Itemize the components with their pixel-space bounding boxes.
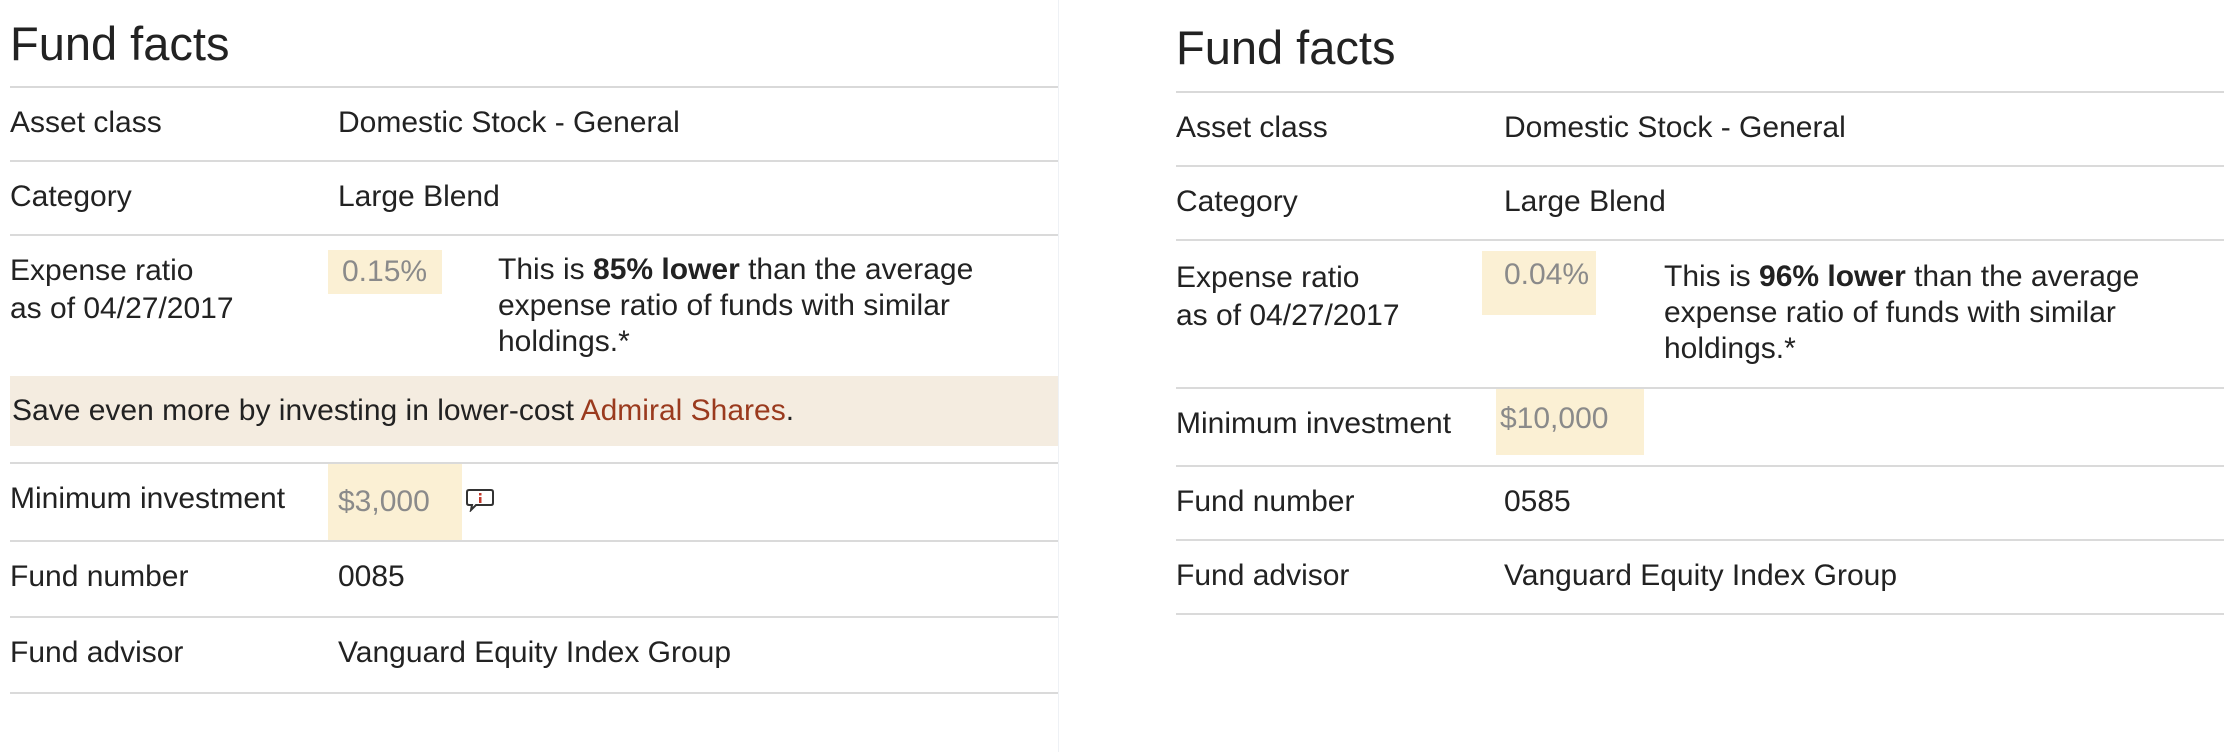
panel-title: Fund facts [1176,0,2224,93]
note-bold: 96% lower [1759,260,1906,293]
fund-number-value: 0585 [1504,485,1571,518]
fund-number-label: Fund number [10,560,189,593]
minimum-investment-label: Minimum investment [1176,407,1452,440]
fund-advisor-row: Fund advisor Vanguard Equity Index Group [1176,541,2224,615]
expense-ratio-row: Expense ratio as of 04/27/2017 0.15% Thi… [10,236,1058,364]
fund-advisor-value: Vanguard Equity Index Group [338,636,732,669]
note-prefix: This is [1664,260,1760,293]
expense-label-line2: as of 04/27/2017 [10,292,234,325]
admiral-shares-link[interactable]: Admiral Shares [580,394,786,427]
note-line2: expense ratio of funds with similar [1664,296,2116,329]
expense-ratio-value: 0.04% [1482,251,1596,315]
panel-divider [1058,0,1059,752]
expense-ratio-note: This is 85% lower than the average expen… [498,252,973,360]
note-suffix: than the average [1905,260,2140,293]
category-row: Category Large Blend [1176,167,2224,241]
banner-text: Save even more by investing in lower-cos… [12,394,581,427]
minimum-investment-value: $3,000 [328,464,462,540]
expense-ratio-note: This is 96% lower than the average expen… [1664,259,2139,367]
category-value: Large Blend [338,180,500,213]
note-line3: holdings.* [498,325,630,358]
fund-advisor-row: Fund advisor Vanguard Equity Index Group [10,618,1058,694]
expense-label-line2: as of 04/27/2017 [1176,299,1400,332]
asset-class-value: Domestic Stock - General [1504,111,1846,144]
note-line3: holdings.* [1664,332,1796,365]
fund-number-label: Fund number [1176,485,1355,518]
asset-class-label: Asset class [10,106,162,139]
expense-ratio-label: Expense ratio as of 04/27/2017 [1176,259,1400,335]
fund-advisor-label: Fund advisor [10,636,184,669]
category-value: Large Blend [1504,185,1666,218]
minimum-investment-row: Minimum investment $3,000 [10,464,1058,542]
expense-label-line1: Expense ratio [1176,261,1360,294]
fund-number-value: 0085 [338,560,405,593]
category-label: Category [1176,185,1298,218]
category-label: Category [10,180,132,213]
fund-facts-panel-right: Fund facts Asset class Domestic Stock - … [1176,0,2224,615]
minimum-investment-row: Minimum investment $10,000 [1176,389,2224,467]
asset-class-row: Asset class Domestic Stock - General [1176,93,2224,167]
info-speech-bubble-icon[interactable] [466,486,494,514]
minimum-investment-value: $10,000 [1496,389,1644,455]
note-line2: expense ratio of funds with similar [498,289,950,322]
fund-advisor-value: Vanguard Equity Index Group [1504,559,1898,592]
asset-class-row: Asset class Domestic Stock - General [10,88,1058,162]
asset-class-value: Domestic Stock - General [338,106,680,139]
minimum-investment-label: Minimum investment [10,482,286,515]
panel-title: Fund facts [10,0,1058,88]
fund-advisor-label: Fund advisor [1176,559,1350,592]
note-bold: 85% lower [593,253,740,286]
category-row: Category Large Blend [10,162,1058,236]
expense-label-line1: Expense ratio [10,254,194,287]
banner-period: . [785,394,795,427]
expense-ratio-label: Expense ratio as of 04/27/2017 [10,252,234,328]
admiral-shares-banner: Save even more by investing in lower-cos… [10,376,1058,446]
expense-ratio-value: 0.15% [328,250,442,294]
fund-number-row: Fund number 0085 [10,542,1058,618]
fund-facts-panel-left: Fund facts Asset class Domestic Stock - … [10,0,1058,694]
fund-number-row: Fund number 0585 [1176,467,2224,541]
note-suffix: than the average [739,253,974,286]
asset-class-label: Asset class [1176,111,1328,144]
expense-ratio-row: Expense ratio as of 04/27/2017 0.04% Thi… [1176,241,2224,389]
note-prefix: This is [498,253,594,286]
